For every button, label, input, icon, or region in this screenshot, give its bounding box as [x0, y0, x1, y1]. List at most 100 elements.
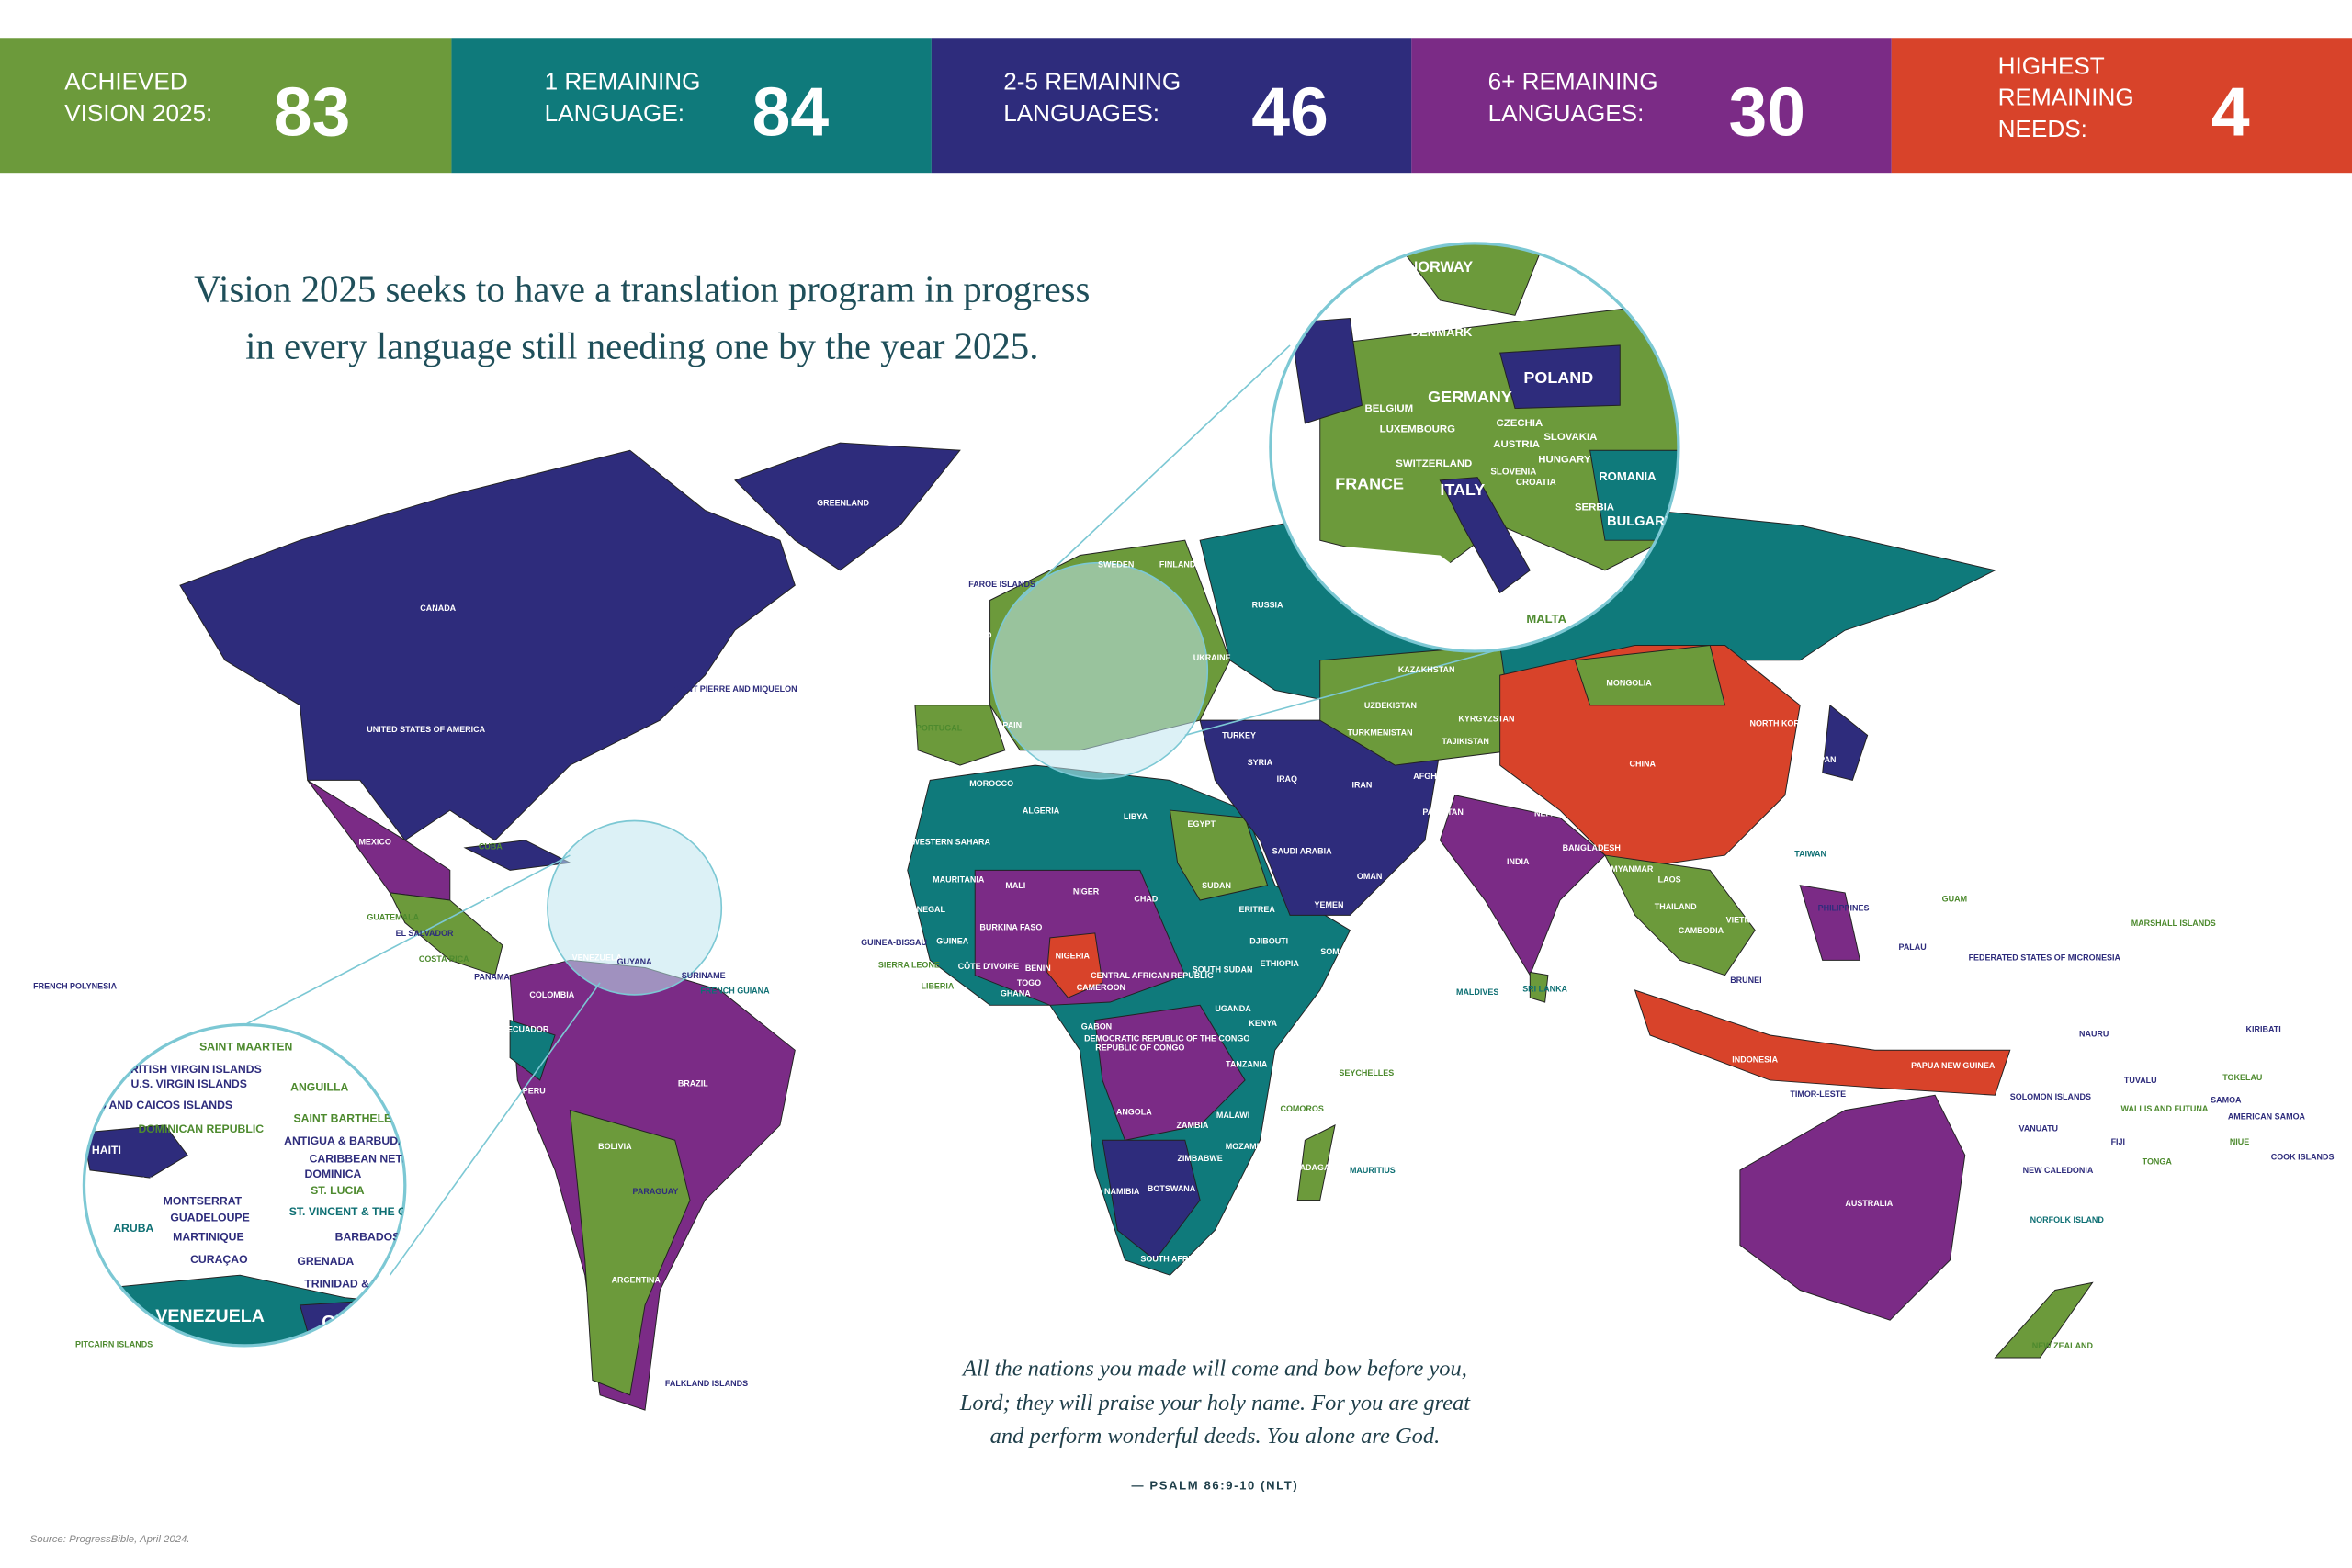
map-label: SENEGAL [906, 905, 946, 914]
map-label: GUADELOUPE [170, 1211, 249, 1224]
map-label: URUGUAY [679, 1260, 720, 1269]
map-label: NICARAGUA [490, 926, 540, 935]
map-label: CANADA [420, 604, 456, 613]
map-label: KIRIBATI [2246, 1025, 2281, 1034]
map-label: BELGIUM [1365, 403, 1414, 414]
map-label: BOTSWANA [1148, 1184, 1196, 1193]
scandinavia [1394, 243, 1546, 316]
map-label: TURKS AND CAICOS ISLANDS [67, 1099, 232, 1111]
map-label: FIJI [2111, 1137, 2125, 1146]
map-label: GRENADA [297, 1255, 354, 1268]
map-label: OMAN [1357, 872, 1382, 881]
map-label: UZBEKISTAN [1364, 701, 1417, 710]
map-label: TANZANIA [1226, 1059, 1268, 1068]
quote: and perform wonderful deeds. You alone a… [990, 1424, 1441, 1449]
map-label: U.S. VIRGIN ISLANDS [130, 1077, 246, 1090]
source: Source: ProgressBible, April 2024. [30, 1534, 190, 1545]
stat-label: 2-5 REMAINING [1003, 68, 1181, 96]
map-label: POLAND [1523, 368, 1593, 387]
indonesia [1634, 989, 2011, 1096]
map-label: CHAD [1134, 895, 1158, 904]
map-label: HAITI [92, 1144, 121, 1156]
map-label: AMERICAN SAMOA [2228, 1111, 2306, 1121]
map-label: DOMINICAN REPUBLIC [138, 1122, 264, 1135]
map-label: TURKEY [1222, 731, 1256, 740]
map-label: MONTSERRAT [164, 1194, 243, 1207]
map-label: ICELAND [930, 551, 967, 560]
map-labels: GREENLAND CANADA UNITED STATES OF AMERICA M… [33, 499, 2334, 1388]
madagascar [1296, 1124, 1336, 1201]
map-label: SWEDEN [1098, 560, 1134, 570]
map-label: KENYA [1249, 1019, 1277, 1028]
north-america [179, 449, 796, 841]
stat-value: 4 [2211, 73, 2250, 150]
map-label: CUBA [479, 842, 503, 852]
map-label: MARTINIQUE [173, 1231, 243, 1244]
map-label: COOK ISLANDS [2271, 1152, 2335, 1161]
map-label: CAMEROON [1077, 983, 1125, 992]
inset-frame [82, 1022, 407, 1348]
texts: Vision 2025 seeks to have a translation … [30, 269, 1472, 1545]
map-label: MALAWI [1216, 1111, 1250, 1120]
map-label: SEYCHELLES [1339, 1068, 1394, 1077]
greenland [734, 442, 961, 571]
map-label: COMOROS [1280, 1104, 1323, 1113]
map-label: GHANA [1001, 989, 1031, 998]
stat-label: VISION 2025: [64, 99, 212, 127]
map-label: SPAIN [997, 720, 1022, 729]
map-label: CROATIA [1516, 478, 1556, 488]
map-label: NIGER [1073, 886, 1100, 896]
map-label: SOUTH AFRICA [1140, 1255, 1203, 1264]
southern-africa [1102, 1139, 1201, 1261]
map-label: IRAQ [1277, 774, 1297, 784]
italy [1439, 477, 1531, 594]
map-label: FEDERATED STATES OF MICRONESIA [1969, 953, 2121, 962]
stat-panel [931, 38, 1412, 174]
map-label: PAKISTAN [1422, 807, 1464, 817]
map-label: VENEZUELA [572, 953, 623, 962]
map-label: PITCAIRN ISLANDS [75, 1340, 153, 1349]
map-label: MALDIVES [1456, 987, 1498, 997]
map-label: LAOS [1658, 874, 1681, 884]
map-label: TUVALU [2124, 1076, 2157, 1085]
ecuador [509, 1019, 556, 1081]
iberia [914, 705, 1006, 766]
map-label: JAPAN [1809, 755, 1837, 764]
map-label: NORFOLK ISLAND [2030, 1215, 2105, 1224]
map-label: ITALY [1440, 480, 1485, 499]
map-label: TAJIKISTAN [1442, 737, 1489, 746]
stat-label: REMAINING [1998, 84, 2134, 111]
map-label: AUSTRIA [1493, 439, 1540, 450]
map-label: REPUBLIC OF CONGO [1095, 1043, 1184, 1052]
map-label: MAURITIUS [1350, 1166, 1396, 1175]
map-label: SAUDI ARABIA [1272, 846, 1332, 855]
map-label: BANGLADESH [1563, 843, 1621, 852]
stat-panel [1891, 38, 2352, 174]
zoom-line [389, 982, 601, 1276]
map-label: MADAGASCAR [1293, 1163, 1353, 1172]
map-label: HUNGARY [1538, 454, 1591, 465]
map-label: BULGARIA [1607, 514, 1679, 529]
citation: — PSALM 86:9-10 (NLT) [1131, 1479, 1298, 1493]
zoom-line [1019, 344, 1291, 602]
stat-label: 1 REMAINING [545, 68, 701, 96]
map-label: MAURITANIA [933, 874, 985, 884]
map-label: CAMBODIA [1679, 926, 1724, 935]
map-label: KAZAKHSTAN [1398, 665, 1455, 674]
map-label: SUDAN [1202, 881, 1231, 890]
map-label: SRI LANKA [1522, 985, 1567, 994]
map-label: ST. KITTS & NEVIS [130, 1175, 231, 1188]
map-label: RUSSIA [1252, 601, 1283, 610]
map-label: CZECHIA [1497, 418, 1544, 429]
map-label: PERU [523, 1087, 546, 1096]
map-label: VANUATU [2019, 1123, 2059, 1133]
map-label: SAMOA [2211, 1095, 2242, 1104]
map-label: VIETNAM [1726, 916, 1763, 925]
map-label: ROMANIA [1599, 469, 1657, 483]
map-label: TURKMENISTAN [1347, 728, 1412, 737]
map-label: CHINA [1630, 760, 1657, 769]
map-label: SYRIA [1248, 758, 1273, 767]
hispaniola [84, 1124, 188, 1179]
map-label: YEMEN [1315, 900, 1344, 909]
quote: Lord; they will praise your holy name. F… [959, 1391, 1471, 1416]
